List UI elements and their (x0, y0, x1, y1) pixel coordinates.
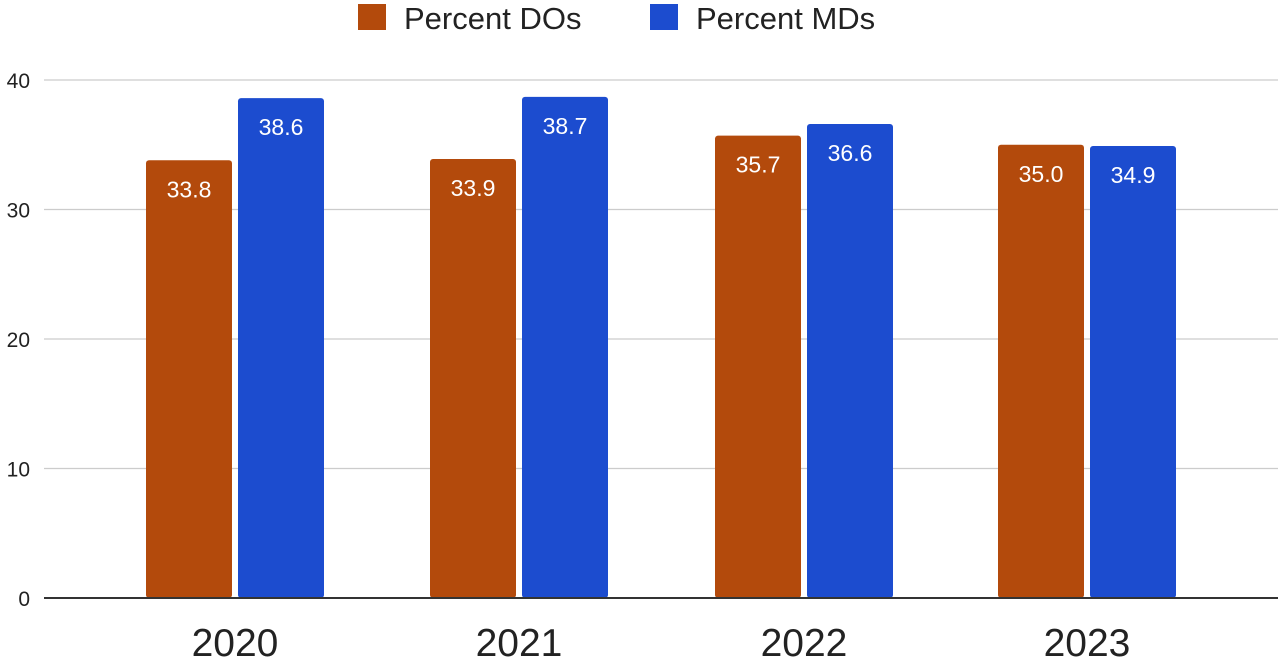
y-tick-label-1: 10 (7, 459, 30, 482)
legend-label-series-1: Percent MDs (696, 1, 875, 36)
data-label-2021-series-1: 38.7 (543, 113, 588, 139)
bar-2020-series-1 (238, 98, 324, 598)
legend-label-series-0: Percent DOs (404, 1, 581, 36)
y-axis-ticks: 0 10 20 30 40 (7, 70, 30, 611)
bar-2023-series-0 (998, 144, 1084, 598)
x-axis: 2020 2021 2022 2023 (44, 597, 1278, 659)
data-label-2020-series-1: 38.6 (259, 114, 304, 140)
bar-2023-series-1 (1090, 146, 1176, 599)
bar-2022-series-0 (715, 135, 801, 598)
y-tick-label-2: 20 (7, 329, 30, 352)
x-tick-label-2023: 2023 (1044, 622, 1131, 659)
legend-swatch-series-0 (358, 4, 386, 30)
x-tick-label-2021: 2021 (476, 622, 563, 659)
y-tick-label-4: 40 (7, 70, 30, 93)
bar-2020-series-0 (146, 160, 232, 599)
x-tick-label-2022: 2022 (761, 622, 848, 659)
data-label-2022-series-0: 35.7 (736, 152, 781, 178)
bar-2021-series-0 (430, 158, 516, 598)
bar-2022-series-1 (807, 124, 893, 598)
data-label-2023-series-1: 34.9 (1111, 162, 1156, 188)
data-label-2023-series-0: 35.0 (1019, 161, 1064, 187)
y-tick-label-3: 30 (7, 200, 30, 223)
y-tick-label-0: 0 (18, 588, 30, 611)
data-labels: 33.8 38.6 33.9 38.7 35.7 36.6 35.0 34.9 (167, 113, 1156, 202)
bars (146, 96, 1176, 599)
x-tick-label-2020: 2020 (192, 622, 279, 659)
bar-2021-series-1 (522, 96, 608, 599)
data-label-2021-series-0: 33.9 (451, 175, 496, 201)
data-label-2020-series-0: 33.8 (167, 176, 212, 202)
data-label-2022-series-1: 36.6 (828, 140, 873, 166)
legend-swatch-series-1 (650, 4, 678, 30)
legend: Percent DOs Percent MDs (358, 1, 875, 36)
